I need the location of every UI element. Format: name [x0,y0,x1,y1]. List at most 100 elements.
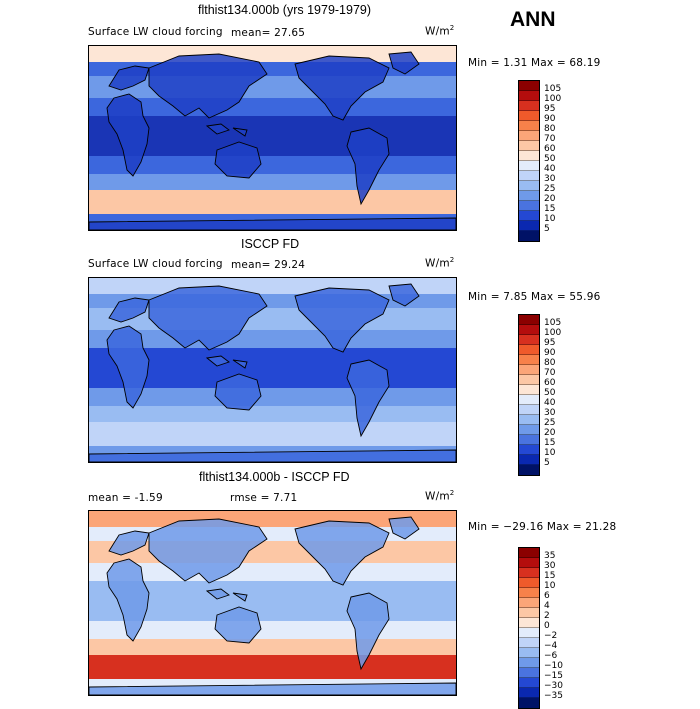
panel-1-map-svg [89,46,456,230]
colorbar-swatch [519,171,539,181]
panel-3-map [88,510,457,696]
colorbar-swatch [519,638,539,648]
colorbar-swatch [519,221,539,231]
colorbar-swatch [519,355,539,365]
southern-ocean-band [89,422,456,446]
colorbar-tick-label: −15 [544,671,563,681]
panel-2-units: W/m2 [425,256,455,270]
colorbar-tick-label: 20 [544,194,556,204]
colorbar-swatch [519,598,539,608]
season-label: ANN [510,8,556,31]
colorbar-tick-label: 70 [544,368,556,378]
colorbar-swatch [519,375,539,385]
southern-midlatitude-band [89,406,456,422]
panel-3-rmse: rmse = 7.71 [230,492,298,504]
colorbar-tick-label: 10 [544,448,556,458]
continent-outline [214,141,262,179]
colorbar-swatch [519,688,539,698]
colorbar-tick-label: 90 [544,114,556,124]
colorbar-tick-label: 50 [544,154,556,164]
colorbar-tick-label: 60 [544,144,556,154]
colorbar-swatch [519,648,539,658]
continent-outline [108,530,150,556]
continent-outline [106,558,150,642]
colorbar-swatch [519,558,539,568]
continent-outline [89,217,456,230]
colorbar-swatch [519,365,539,375]
continent-outline [148,53,268,119]
colorbar-swatch [519,385,539,395]
colorbar-swatch [519,81,539,91]
tropical-band [89,581,456,621]
colorbar-swatch [519,181,539,191]
panel-1-map [88,45,457,231]
panel-2-field-label: Surface LW cloud forcing [88,258,223,270]
colorbar-swatch [519,425,539,435]
tropical-band [89,348,456,388]
colorbar-tick-label: 105 [544,318,562,328]
colorbar-tick-label: 30 [544,561,556,571]
continent-outline [294,287,390,353]
colorbar-tick-label: 30 [544,408,556,418]
colorbar-swatch [519,231,539,241]
colorbar-swatch [519,111,539,121]
colorbar-tick-label: 80 [544,124,556,134]
continent-outline [388,516,420,540]
continent-outline [294,520,390,586]
colorbar-tick-label: −4 [544,641,558,651]
colorbar-swatch [519,568,539,578]
colorbar-swatch [519,465,539,475]
colorbar-tick-label: 105 [544,84,562,94]
southern-ocean-band [89,190,456,214]
panel-1-field-label: Surface LW cloud forcing [88,26,223,38]
colorbar-swatch [519,618,539,628]
panel-1-title: flthist134.000b (yrs 1979-1979) [198,3,372,17]
continent-outline [108,297,150,323]
colorbar-tick-label: 60 [544,378,556,388]
colorbar-tick-label: 15 [544,571,556,581]
continent-outline [148,285,268,351]
tropical-band [89,116,456,156]
colorbar-swatch [519,435,539,445]
continent-outline [106,93,150,177]
colorbar-swatch [519,455,539,465]
colorbar-swatch [519,325,539,335]
colorbar-swatch [519,668,539,678]
panel-1-units: W/m2 [425,24,455,38]
continent-outline [205,355,248,369]
colorbar-swatch [519,608,539,618]
southern-midlatitude-band [89,639,456,655]
colorbar-swatch [519,151,539,161]
panel-3-mean: mean = -1.59 [88,492,163,504]
continent-outline [214,606,262,644]
colorbar-tick-label: 0 [544,621,550,631]
colorbar-swatch [519,445,539,455]
colorbar-swatch [519,395,539,405]
panel-2-minmax: Min = 7.85 Max = 55.96 [468,291,601,303]
continent-outline [214,373,262,411]
continent-outline [89,449,456,462]
colorbar-swatch [519,141,539,151]
continent-outline [346,592,390,671]
panel-3-units: W/m2 [425,489,455,503]
colorbar-swatch [519,678,539,688]
colorbar-tick-label: −35 [544,691,563,701]
panel-1-colorbar [518,80,540,242]
colorbar-tick-label: 10 [544,581,556,591]
continent-outline [346,127,390,206]
colorbar-swatch [519,335,539,345]
colorbar-tick-label: 90 [544,348,556,358]
colorbar-tick-label: 5 [544,224,550,234]
colorbar-tick-label: 100 [544,94,562,104]
colorbar-tick-label: 100 [544,328,562,338]
continent-outline [106,325,150,409]
colorbar-tick-label: 10 [544,214,556,224]
colorbar-tick-label: −2 [544,631,558,641]
colorbar-tick-label: 2 [544,611,550,621]
colorbar-tick-label: 25 [544,184,556,194]
colorbar-swatch [519,578,539,588]
colorbar-tick-label: 50 [544,388,556,398]
colorbar-swatch [519,345,539,355]
panel-2-title: ISCCP FD [241,237,300,251]
panel-3-title: flthist134.000b - ISCCP FD [199,470,350,484]
